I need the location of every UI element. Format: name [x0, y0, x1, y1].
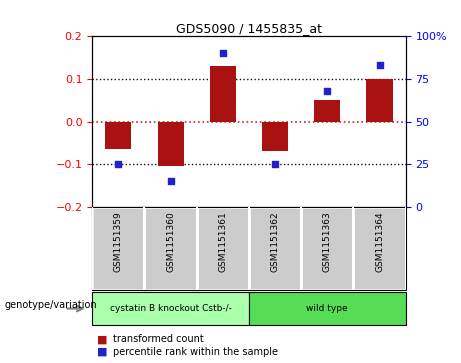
Point — [115, 161, 122, 167]
Bar — [210, 66, 236, 122]
Point — [167, 178, 174, 184]
Bar — [249, 207, 301, 290]
Text: GSM1151360: GSM1151360 — [166, 211, 175, 272]
Bar — [105, 122, 131, 149]
Text: GSM1151362: GSM1151362 — [271, 211, 279, 272]
Point — [272, 161, 279, 167]
Bar — [366, 79, 393, 122]
Point — [324, 88, 331, 94]
Bar — [249, 292, 406, 325]
Text: percentile rank within the sample: percentile rank within the sample — [113, 347, 278, 357]
Text: GSM1151364: GSM1151364 — [375, 211, 384, 272]
Text: ■: ■ — [97, 334, 107, 344]
Text: genotype/variation: genotype/variation — [5, 300, 97, 310]
Text: cystatin B knockout Cstb-/-: cystatin B knockout Cstb-/- — [110, 304, 231, 313]
Text: GSM1151359: GSM1151359 — [114, 211, 123, 272]
Bar — [197, 207, 249, 290]
Bar — [301, 207, 354, 290]
Bar — [92, 292, 249, 325]
Text: transformed count: transformed count — [113, 334, 204, 344]
Point — [219, 50, 226, 56]
Bar — [354, 207, 406, 290]
Bar — [314, 100, 340, 122]
Text: GSM1151361: GSM1151361 — [219, 211, 227, 272]
Point — [376, 62, 383, 68]
Text: wild type: wild type — [307, 304, 348, 313]
Title: GDS5090 / 1455835_at: GDS5090 / 1455835_at — [176, 22, 322, 35]
Text: GSM1151363: GSM1151363 — [323, 211, 332, 272]
Bar — [158, 122, 183, 166]
Bar — [144, 207, 197, 290]
Bar — [92, 207, 144, 290]
Bar — [262, 122, 288, 151]
Text: ■: ■ — [97, 347, 107, 357]
